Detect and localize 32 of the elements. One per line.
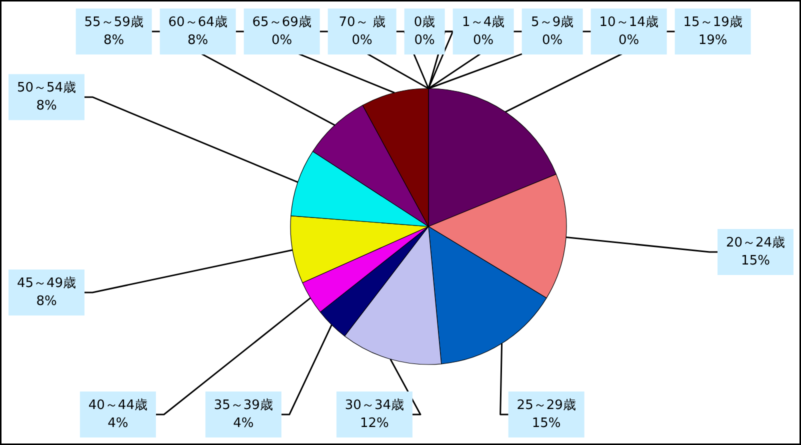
text: 0% (272, 33, 292, 48)
text: 0% (618, 33, 640, 48)
slice-label: 15～19歳 (683, 15, 742, 30)
slice-label: 35～39歳 (214, 398, 273, 413)
slice-label: 30～34歳 (344, 398, 404, 413)
data-label: 4% (108, 416, 128, 431)
slice-label: 20～24歳 (726, 235, 786, 250)
data-label: 8% (188, 33, 208, 48)
slice-label: 50～54歳 (16, 80, 76, 96)
text: 0% (473, 33, 494, 48)
category-label: 10～14歳 (599, 15, 658, 30)
category-label: 0歳 (414, 15, 436, 30)
category-label: 5～9歳 (531, 15, 574, 30)
category-label: 1～4歳 (462, 15, 505, 30)
category-label: 65～69歳 (252, 15, 312, 30)
data-label: 12% (360, 416, 389, 431)
slice-label: 55～59歳 (84, 15, 144, 30)
data-label: 8% (36, 98, 57, 114)
slice-label: 60～64歳 (168, 15, 228, 30)
text: 0% (352, 33, 372, 48)
data-label: 8% (104, 33, 124, 48)
slice-label: 40～44歳 (88, 398, 148, 413)
slice-label: 45～49歳 (16, 276, 76, 291)
data-label: 4% (233, 416, 254, 431)
data-label: 8% (36, 294, 57, 309)
category-label: 70～ 歳 (338, 15, 386, 30)
text: 0% (414, 33, 435, 48)
slice-label: 25～29歳 (516, 398, 576, 413)
data-label: 15% (741, 253, 770, 268)
data-label: 15% (532, 416, 561, 431)
text: 0% (542, 33, 563, 48)
data-label: 19% (698, 33, 728, 48)
